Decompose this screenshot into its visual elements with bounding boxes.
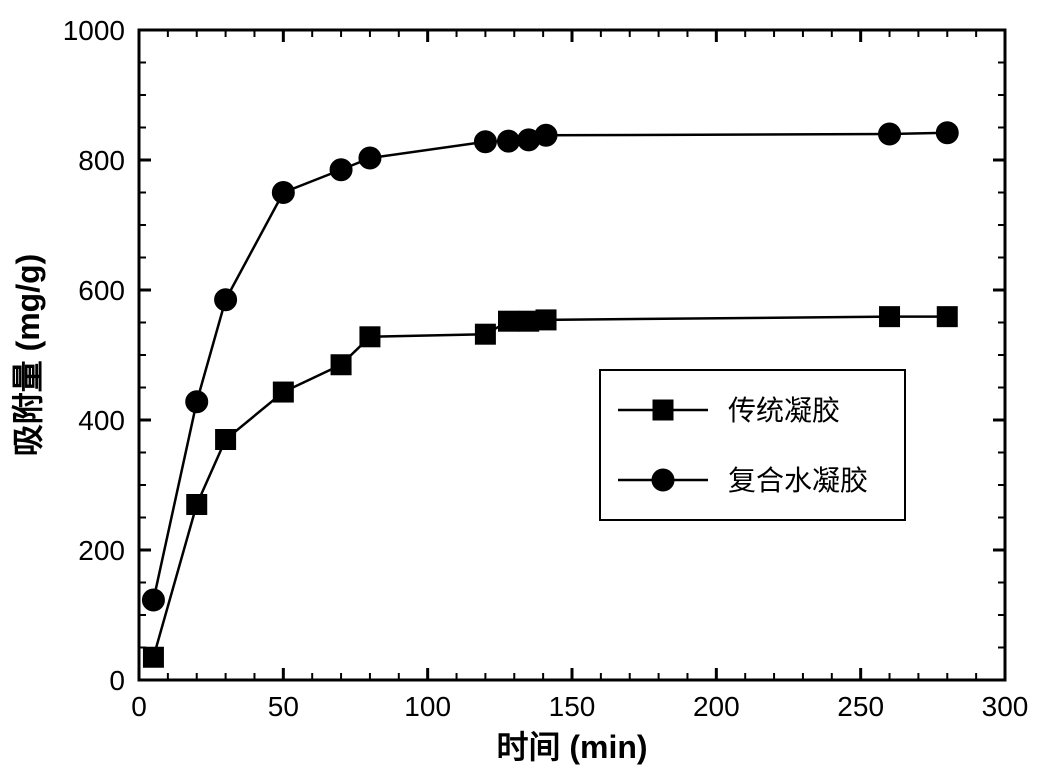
- square-marker: [880, 307, 900, 327]
- series-line: [153, 133, 947, 600]
- x-tick-label: 50: [268, 691, 299, 722]
- circle-marker: [879, 123, 901, 145]
- y-axis-title: 吸附量 (mg/g): [10, 254, 46, 457]
- legend-square-icon: [653, 400, 673, 420]
- x-tick-label: 0: [131, 691, 147, 722]
- circle-marker: [535, 124, 557, 146]
- legend-box: [600, 370, 905, 520]
- circle-marker: [474, 131, 496, 153]
- square-marker: [331, 355, 351, 375]
- x-tick-label: 300: [982, 691, 1029, 722]
- square-marker: [360, 327, 380, 347]
- y-tick-label: 800: [78, 145, 125, 176]
- circle-marker: [359, 147, 381, 169]
- x-axis-title: 时间 (min): [496, 729, 647, 765]
- circle-marker: [330, 159, 352, 181]
- circle-marker: [215, 289, 237, 311]
- legend-circle-icon: [652, 469, 674, 491]
- circle-marker: [497, 130, 519, 152]
- legend-label: 复合水凝胶: [728, 465, 868, 496]
- square-marker: [536, 310, 556, 330]
- square-marker: [475, 324, 495, 344]
- circle-marker: [272, 182, 294, 204]
- square-marker: [937, 307, 957, 327]
- y-tick-label: 200: [78, 535, 125, 566]
- circle-marker: [186, 391, 208, 413]
- circle-marker: [936, 122, 958, 144]
- circle-marker: [142, 589, 164, 611]
- x-tick-label: 250: [837, 691, 884, 722]
- chart-container: 0 50 100 150 200 250 300 时间 (min) 0 200 400 600 800 1…: [0, 0, 1043, 776]
- y-tick-label: 1000: [63, 15, 125, 46]
- square-marker: [216, 430, 236, 450]
- square-marker: [273, 382, 293, 402]
- x-tick-label: 200: [693, 691, 740, 722]
- y-tick-label: 400: [78, 405, 125, 436]
- y-tick-label: 600: [78, 275, 125, 306]
- square-marker: [143, 647, 163, 667]
- square-marker: [187, 495, 207, 515]
- x-tick-label: 150: [549, 691, 596, 722]
- legend-label: 传统凝胶: [728, 395, 840, 426]
- y-tick-label: 0: [109, 665, 125, 696]
- square-marker: [498, 311, 518, 331]
- adsorption-chart: 0 50 100 150 200 250 300 时间 (min) 0 200 400 600 800 1…: [0, 0, 1043, 776]
- x-tick-label: 100: [404, 691, 451, 722]
